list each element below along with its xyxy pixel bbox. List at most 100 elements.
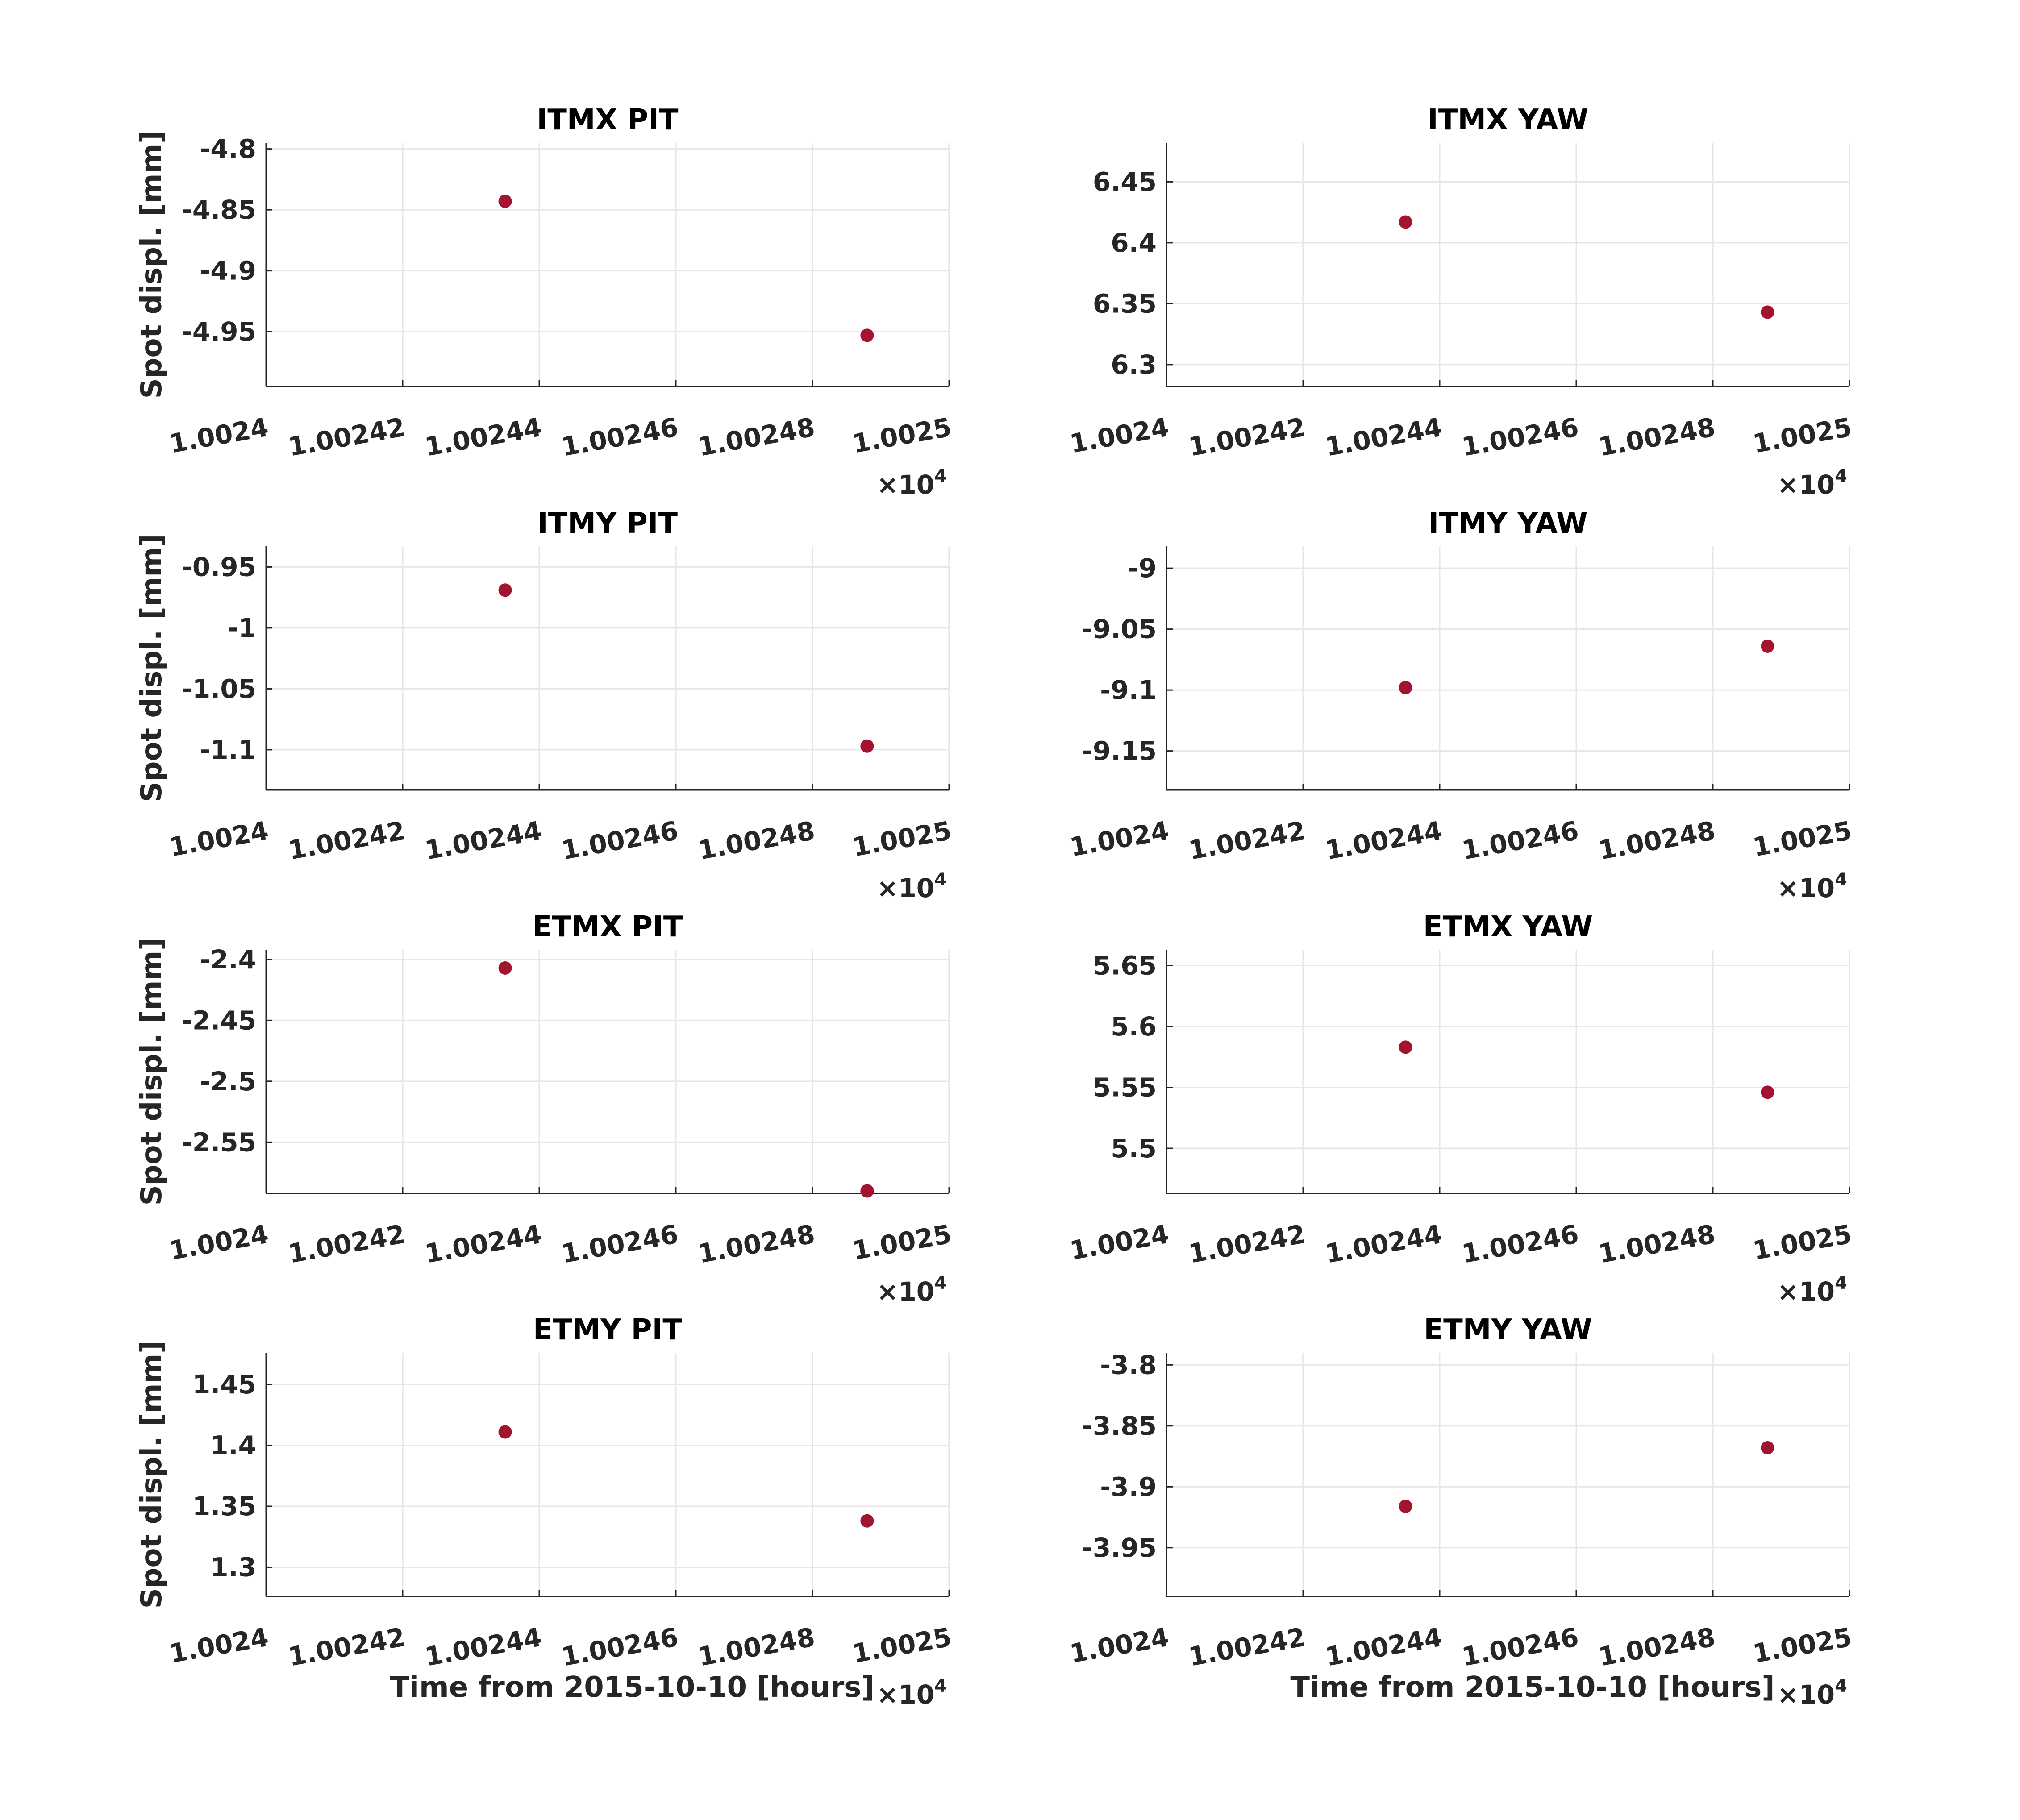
y-tick-label: 6.4 — [1111, 228, 1157, 258]
y-axis-label: Spot displ. [mm] — [135, 534, 168, 802]
x-tick-label: 1.00244 — [1323, 412, 1444, 462]
x-tick-label: 1.0024 — [1067, 412, 1171, 459]
x-tick-label: 1.00248 — [696, 1219, 817, 1269]
x-axis-exponent: ×104 — [1777, 466, 1847, 500]
y-tick-label: 5.5 — [1111, 1133, 1157, 1163]
x-exponent-power: 4 — [1835, 1676, 1847, 1696]
subplot-itmx-pit: 1.0024 1.00242 1.00244 1.00246 1.00248 1.0025… — [135, 104, 954, 500]
x-axis-exponent: ×104 — [1777, 1676, 1847, 1710]
x-tick-label: 1.00242 — [1186, 1219, 1308, 1269]
data-point — [1399, 215, 1412, 229]
y-tick-label: 6.45 — [1093, 166, 1157, 197]
data-point — [860, 1184, 874, 1198]
x-tick-label: 1.00244 — [422, 412, 544, 462]
data-point — [1761, 1441, 1774, 1454]
y-tick-label: -9 — [1128, 553, 1157, 583]
y-axis-label: Spot displ. [mm] — [135, 938, 168, 1206]
x-axis-label: Time from 2015-10-10 [hours] — [1290, 1671, 1774, 1704]
subplot-title: ETMY YAW — [1424, 1313, 1592, 1346]
x-tick-label: 1.00246 — [1459, 1219, 1581, 1269]
y-tick-label: 5.6 — [1111, 1011, 1157, 1042]
x-tick-label: 1.00242 — [286, 412, 407, 462]
x-exponent-power: 4 — [934, 869, 947, 890]
x-tick-label: 1.00244 — [422, 815, 544, 866]
x-tick-label: 1.00244 — [422, 1219, 544, 1269]
x-exponent-base: ×10 — [877, 1679, 934, 1710]
x-tick-label: 1.0024 — [1067, 1219, 1171, 1266]
data-point — [498, 583, 512, 597]
subplot-itmx-yaw: 1.0024 1.00242 1.00244 1.00246 1.00248 1.0025… — [1067, 104, 1854, 500]
y-tick-label: -9.05 — [1082, 614, 1157, 644]
x-tick-label: 1.00244 — [422, 1622, 544, 1672]
x-axis-exponent: ×104 — [1777, 869, 1847, 903]
x-tick-label: 1.0024 — [167, 1219, 271, 1266]
x-exponent-power: 4 — [1835, 1273, 1847, 1293]
x-exponent-base: ×10 — [1777, 470, 1835, 500]
y-axis-label: Spot displ. [mm] — [135, 1341, 168, 1609]
y-tick-label: -3.9 — [1100, 1471, 1157, 1502]
y-tick-label: -3.85 — [1082, 1411, 1157, 1441]
subplot-title: ITMY YAW — [1428, 507, 1587, 540]
y-tick-label: -0.95 — [182, 552, 256, 582]
x-axis-exponent: ×104 — [877, 1676, 947, 1710]
x-axis-exponent: ×104 — [877, 466, 947, 500]
x-tick-label: 1.0025 — [1750, 1622, 1854, 1669]
y-tick-label: -4.9 — [200, 256, 256, 286]
x-tick-label: 1.0024 — [167, 815, 271, 863]
x-axis-exponent: ×104 — [877, 1273, 947, 1307]
x-axis-label: Time from 2015-10-10 [hours] — [390, 1671, 874, 1704]
data-point — [860, 1514, 874, 1528]
y-tick-label: -2.5 — [200, 1066, 256, 1097]
x-tick-label: 1.00242 — [1186, 412, 1308, 462]
x-tick-label: 1.0025 — [850, 815, 954, 863]
x-tick-label: 1.0025 — [1750, 815, 1854, 863]
x-tick-label: 1.00248 — [1596, 1219, 1717, 1269]
subplot-title: ETMX PIT — [532, 910, 683, 943]
subplot-title: ITMX YAW — [1428, 104, 1588, 137]
x-tick-label: 1.0025 — [1750, 1219, 1854, 1266]
y-tick-label: -3.8 — [1100, 1350, 1157, 1380]
data-point — [498, 195, 512, 208]
y-tick-label: 6.3 — [1111, 349, 1157, 380]
x-tick-label: 1.00246 — [559, 1219, 680, 1269]
y-axis-label: Spot displ. [mm] — [135, 131, 168, 399]
data-point — [860, 739, 874, 753]
y-tick-label: 1.4 — [210, 1430, 256, 1460]
x-tick-label: 1.00244 — [1323, 815, 1444, 866]
x-tick-label: 1.00248 — [1596, 412, 1717, 462]
subplot-itmy-yaw: 1.0024 1.00242 1.00244 1.00246 1.00248 1.0025… — [1067, 507, 1854, 903]
data-point — [1399, 1040, 1412, 1054]
subplot-title: ITMX PIT — [537, 104, 679, 137]
subplot-title: ETMY PIT — [533, 1313, 682, 1346]
subplot-etmy-pit: 1.0024 1.00242 1.00244 1.00246 1.00248 1.0025… — [135, 1313, 954, 1710]
x-tick-label: 1.00248 — [1596, 815, 1717, 866]
y-tick-label: -2.45 — [182, 1005, 256, 1035]
x-tick-label: 1.00246 — [559, 1622, 680, 1672]
x-tick-label: 1.00242 — [286, 815, 407, 866]
x-exponent-power: 4 — [934, 1676, 947, 1696]
x-tick-label: 1.00246 — [1459, 412, 1581, 462]
x-tick-label: 1.00242 — [286, 1622, 407, 1672]
data-point — [498, 961, 512, 975]
x-tick-label: 1.00242 — [286, 1219, 407, 1269]
data-point — [1761, 639, 1774, 653]
x-tick-label: 1.00248 — [696, 1622, 817, 1672]
x-exponent-base: ×10 — [1777, 1276, 1835, 1307]
x-exponent-power: 4 — [1835, 466, 1847, 486]
y-tick-label: -3.95 — [1082, 1533, 1157, 1563]
x-tick-label: 1.00244 — [1323, 1622, 1444, 1672]
x-exponent-base: ×10 — [877, 470, 934, 500]
subplot-etmx-pit: 1.0024 1.00242 1.00244 1.00246 1.00248 1.0025… — [135, 910, 954, 1307]
data-point — [1761, 305, 1774, 319]
y-tick-label: -9.1 — [1100, 675, 1157, 705]
y-tick-label: -1.1 — [200, 735, 256, 765]
x-exponent-power: 4 — [934, 1273, 947, 1293]
x-exponent-base: ×10 — [877, 1276, 934, 1307]
x-tick-label: 1.00242 — [1186, 1622, 1308, 1672]
x-tick-label: 1.0025 — [1750, 412, 1854, 459]
y-tick-label: 6.35 — [1093, 288, 1157, 319]
y-tick-label: -2.55 — [182, 1127, 256, 1157]
x-tick-label: 1.00246 — [1459, 1622, 1581, 1672]
data-point — [498, 1425, 512, 1439]
